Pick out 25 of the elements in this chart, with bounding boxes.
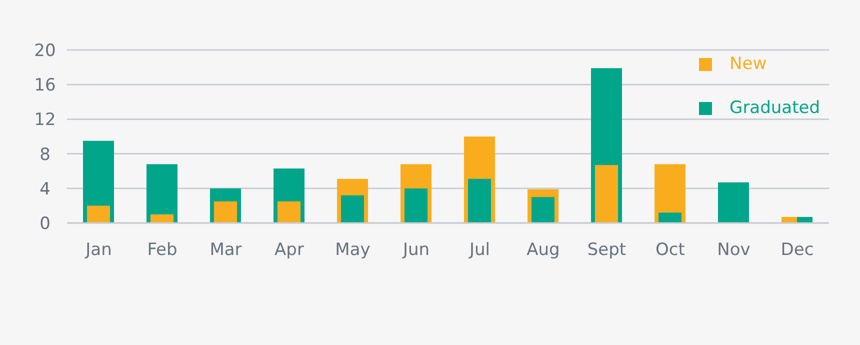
x-tick-label: Oct — [656, 240, 686, 260]
legend-label: New — [730, 54, 767, 74]
bar — [87, 206, 110, 223]
bar — [214, 201, 237, 223]
y-tick-label: 8 — [40, 144, 50, 165]
x-tick-label: Jan — [84, 240, 112, 260]
bar — [278, 201, 300, 223]
x-tick-label: Aug — [526, 240, 560, 260]
y-tick-label: 4 — [40, 179, 50, 200]
y-tick-label: 16 — [34, 76, 56, 96]
x-tick-label: May — [335, 240, 370, 260]
y-tick-label: 0 — [40, 214, 50, 234]
y-tick-label: 20 — [34, 41, 56, 62]
x-tick-label: Dec — [780, 240, 814, 260]
x-tick-label: Feb — [147, 240, 178, 260]
x-tick-label: Jun — [402, 240, 430, 260]
x-tick-label: Nov — [717, 240, 750, 260]
legend-label: Graduated — [730, 98, 820, 118]
x-tick-label: Jul — [468, 240, 490, 260]
x-tick-label: Mar — [210, 240, 242, 260]
bar — [150, 214, 174, 223]
x-tick-label: Apr — [274, 240, 304, 260]
bar — [595, 165, 618, 223]
y-tick-label: 12 — [34, 110, 56, 130]
x-tick-label: Sept — [587, 240, 626, 260]
